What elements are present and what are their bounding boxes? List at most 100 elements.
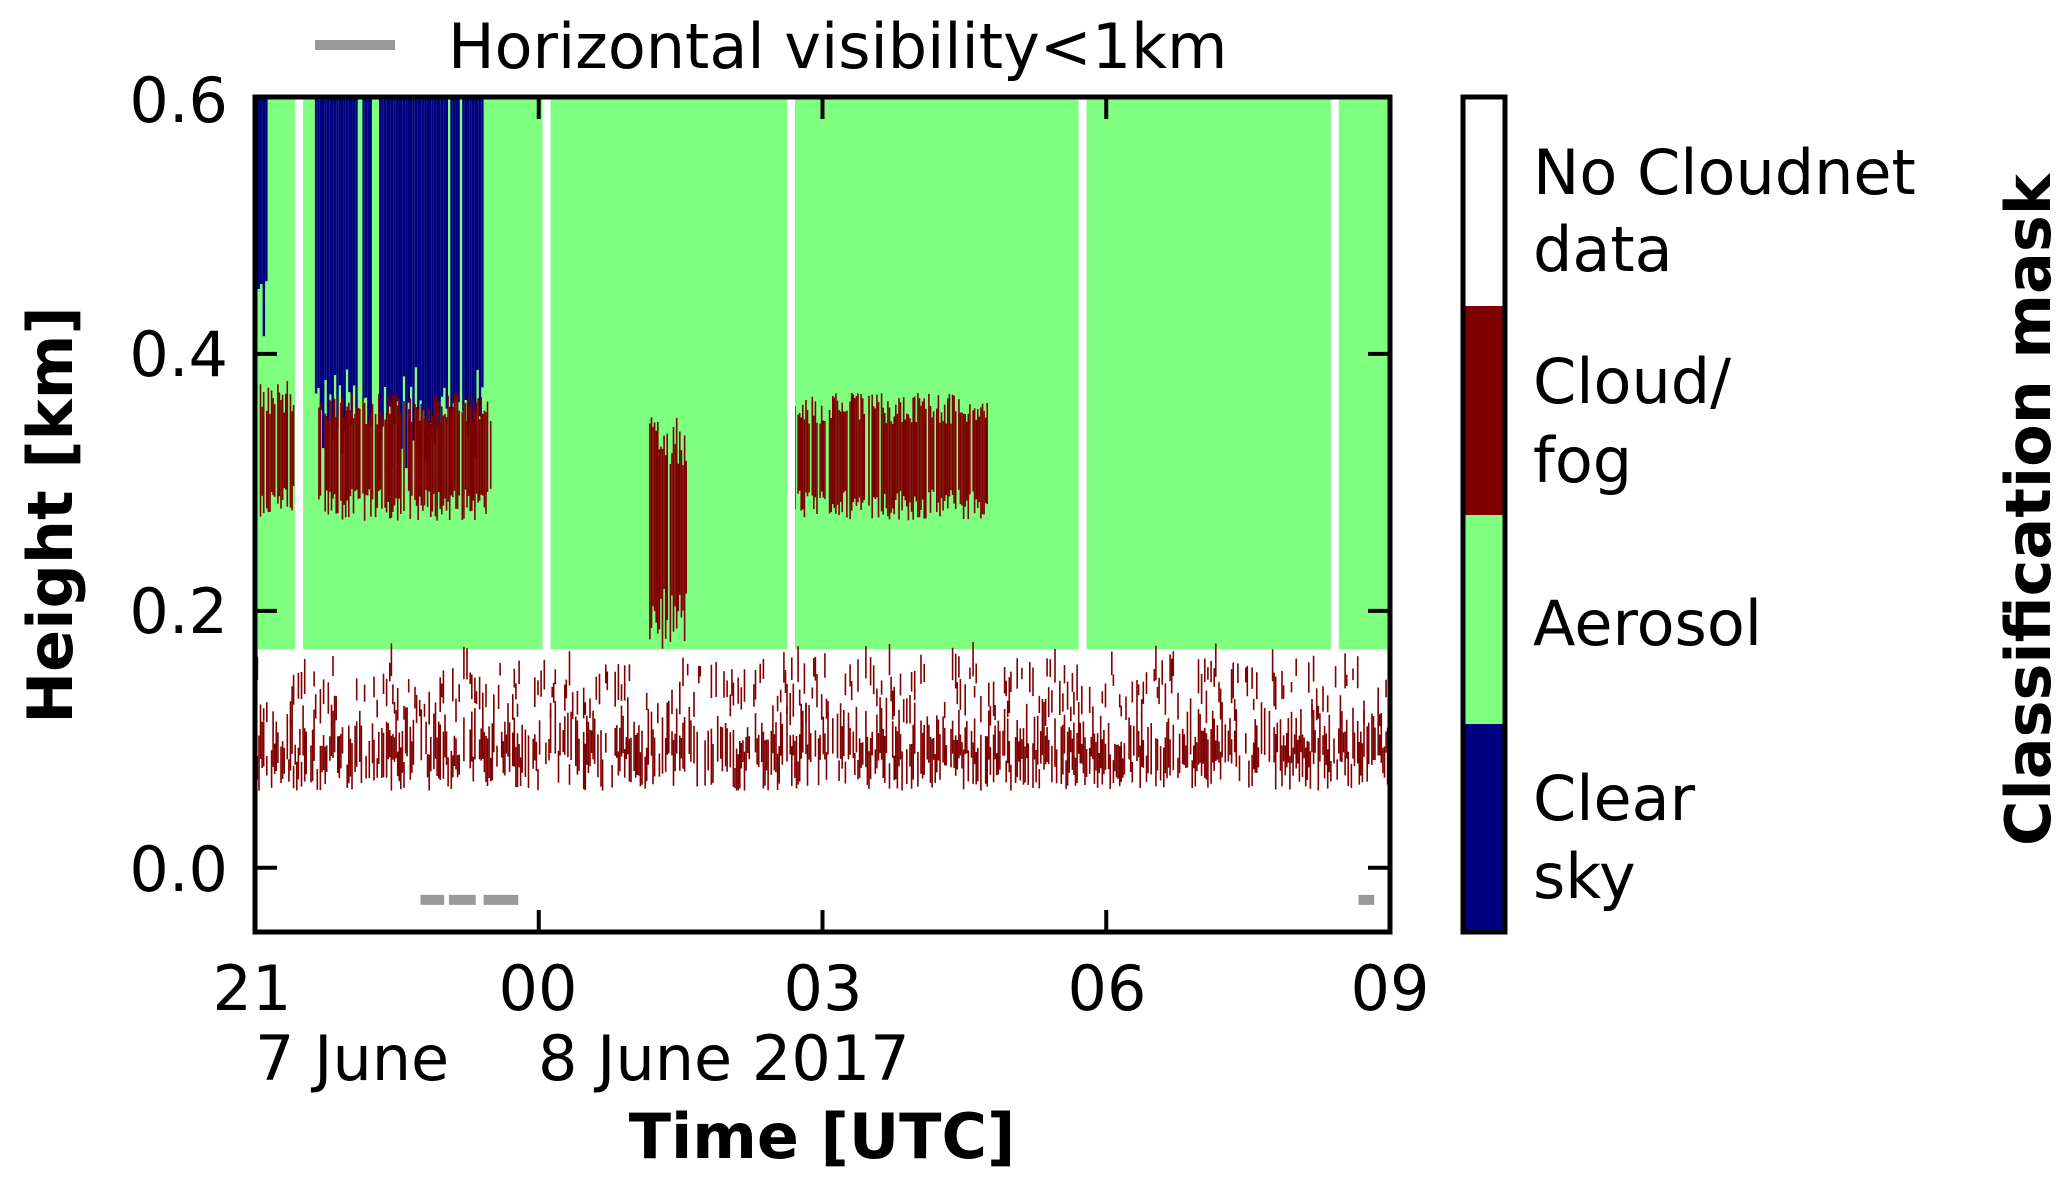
cloud-fog-cell [964,684,966,716]
cloud-fog-cell [822,420,825,498]
cloud-fog-cell [559,722,561,756]
cloud-fog-cell [1140,710,1143,767]
cloud-fog-cell [518,744,520,768]
cloud-fog-cell [726,728,728,772]
cloud-fog-cell [390,400,393,518]
cloud-fog-cell [393,701,396,714]
cloud-fog-cell [680,450,683,618]
cloud-fog-cell [1047,687,1050,718]
cloud-fog-cell [932,411,935,492]
cloud-fog-cell [984,417,987,504]
cloud-fog-cell [910,422,913,512]
x-tick-labels: 21 00 03 06 09 [213,952,1430,1025]
cloud-fog-cell [693,691,695,717]
cloud-fog-cell [636,733,639,775]
clear-sky-cell [443,97,446,388]
cloud-fog-cell [986,403,988,505]
cloud-fog-cell [428,410,430,492]
cloud-fog-cell [1323,726,1326,779]
cloud-fog-cell [958,399,960,490]
cloud-fog-cell [1372,716,1375,760]
cloud-fog-cell [450,751,453,790]
cloud-fog-cell [439,724,441,780]
cloud-fog-cell [333,398,336,495]
cloud-fog-cell [337,395,339,514]
cloud-fog-cell [507,703,509,757]
cloud-fog-cell [601,759,604,791]
x-tick-label: 21 [213,952,292,1025]
date-label-7-june: 7 June [255,1022,449,1095]
cloud-fog-cell [789,735,791,755]
clear-sky-cell [393,97,396,424]
cloud-fog-cell [390,735,393,791]
cloud-fog-cell [348,725,350,784]
clear-sky-cell [476,97,479,370]
cloud-fog-cell [1021,739,1023,759]
cloud-fog-cell [1358,741,1361,785]
cloud-fog-cell [909,418,911,503]
cloud-fog-cell [798,734,801,782]
cloud-fog-cell [743,669,746,702]
cloud-fog-cell [942,716,944,763]
cloud-fog-cell [792,683,795,717]
cloud-fog-cell [880,707,883,760]
cloud-fog-cell [504,721,506,776]
cloud-fog-cell [521,724,523,773]
cloud-fog-cell [973,408,976,514]
cloud-fog-cell [912,724,914,780]
cloud-fog-cell [994,705,996,721]
x-tick-label: 06 [1068,952,1147,1025]
clear-sky-cell [428,97,432,423]
cloud-fog-cell [1147,727,1149,774]
cloud-fog-cell [852,731,855,759]
cloud-fog-cell [376,758,378,778]
cloud-fog-cell [887,401,889,517]
cloud-fog-cell [1339,695,1342,726]
cloud-fog-cell [480,397,482,495]
clear-sky-cell [395,97,399,402]
cloud-fog-cell [575,716,577,766]
cloud-fog-cell [354,414,356,492]
cloud-fog-cell [762,659,765,679]
cloud-fog-cell [1137,730,1140,758]
cloud-fog-cell [537,769,539,791]
cloud-fog-cell [1095,741,1097,771]
clear-sky-cell [436,97,439,428]
cloud-fog-cell [984,736,987,784]
cloud-fog-cell [493,698,495,753]
cloud-fog-cell [261,406,263,496]
cloud-fog-cell [657,703,659,724]
cloud-fog-cell [269,414,271,512]
cloud-fog-cell [540,670,542,697]
cloud-fog-cell [1204,727,1206,778]
cloud-fog-cell [302,705,304,756]
cloud-fog-cell [661,448,664,649]
cloud-fog-cell [1172,724,1175,771]
cloud-fog-cell [1282,685,1285,699]
cloud-fog-cell [1344,731,1346,776]
cloud-fog-cell [474,677,476,703]
cloud-fog-cell [854,398,856,499]
cloud-fog-cell [1345,674,1348,686]
cloud-fog-cell [634,734,637,778]
cloud-fog-cell [1297,739,1299,764]
cloud-fog-cell [674,444,676,607]
cloud-fog-cell [1183,734,1186,766]
cloud-fog-cell [482,692,484,726]
cloud-fog-cell [325,745,328,772]
cloud-fog-cell [803,663,806,694]
cloud-fog-cell [1317,738,1320,791]
cloud-fog-cell [1333,738,1335,764]
cloud-fog-cell [1076,733,1078,784]
cloud-fog-cell [325,415,328,491]
cloud-fog-cell [485,736,487,782]
cloud-fog-cell [346,406,348,501]
cloud-fog-cell [406,707,408,757]
cloud-fog-cell [407,409,410,491]
cloud-fog-cell [846,410,848,518]
cloud-fog-cell [1367,722,1370,765]
cloud-fog-cell [423,703,426,717]
cloud-fog-cell [582,687,585,719]
cloud-fog-cell [975,752,977,785]
cloud-fog-cell [745,736,747,771]
